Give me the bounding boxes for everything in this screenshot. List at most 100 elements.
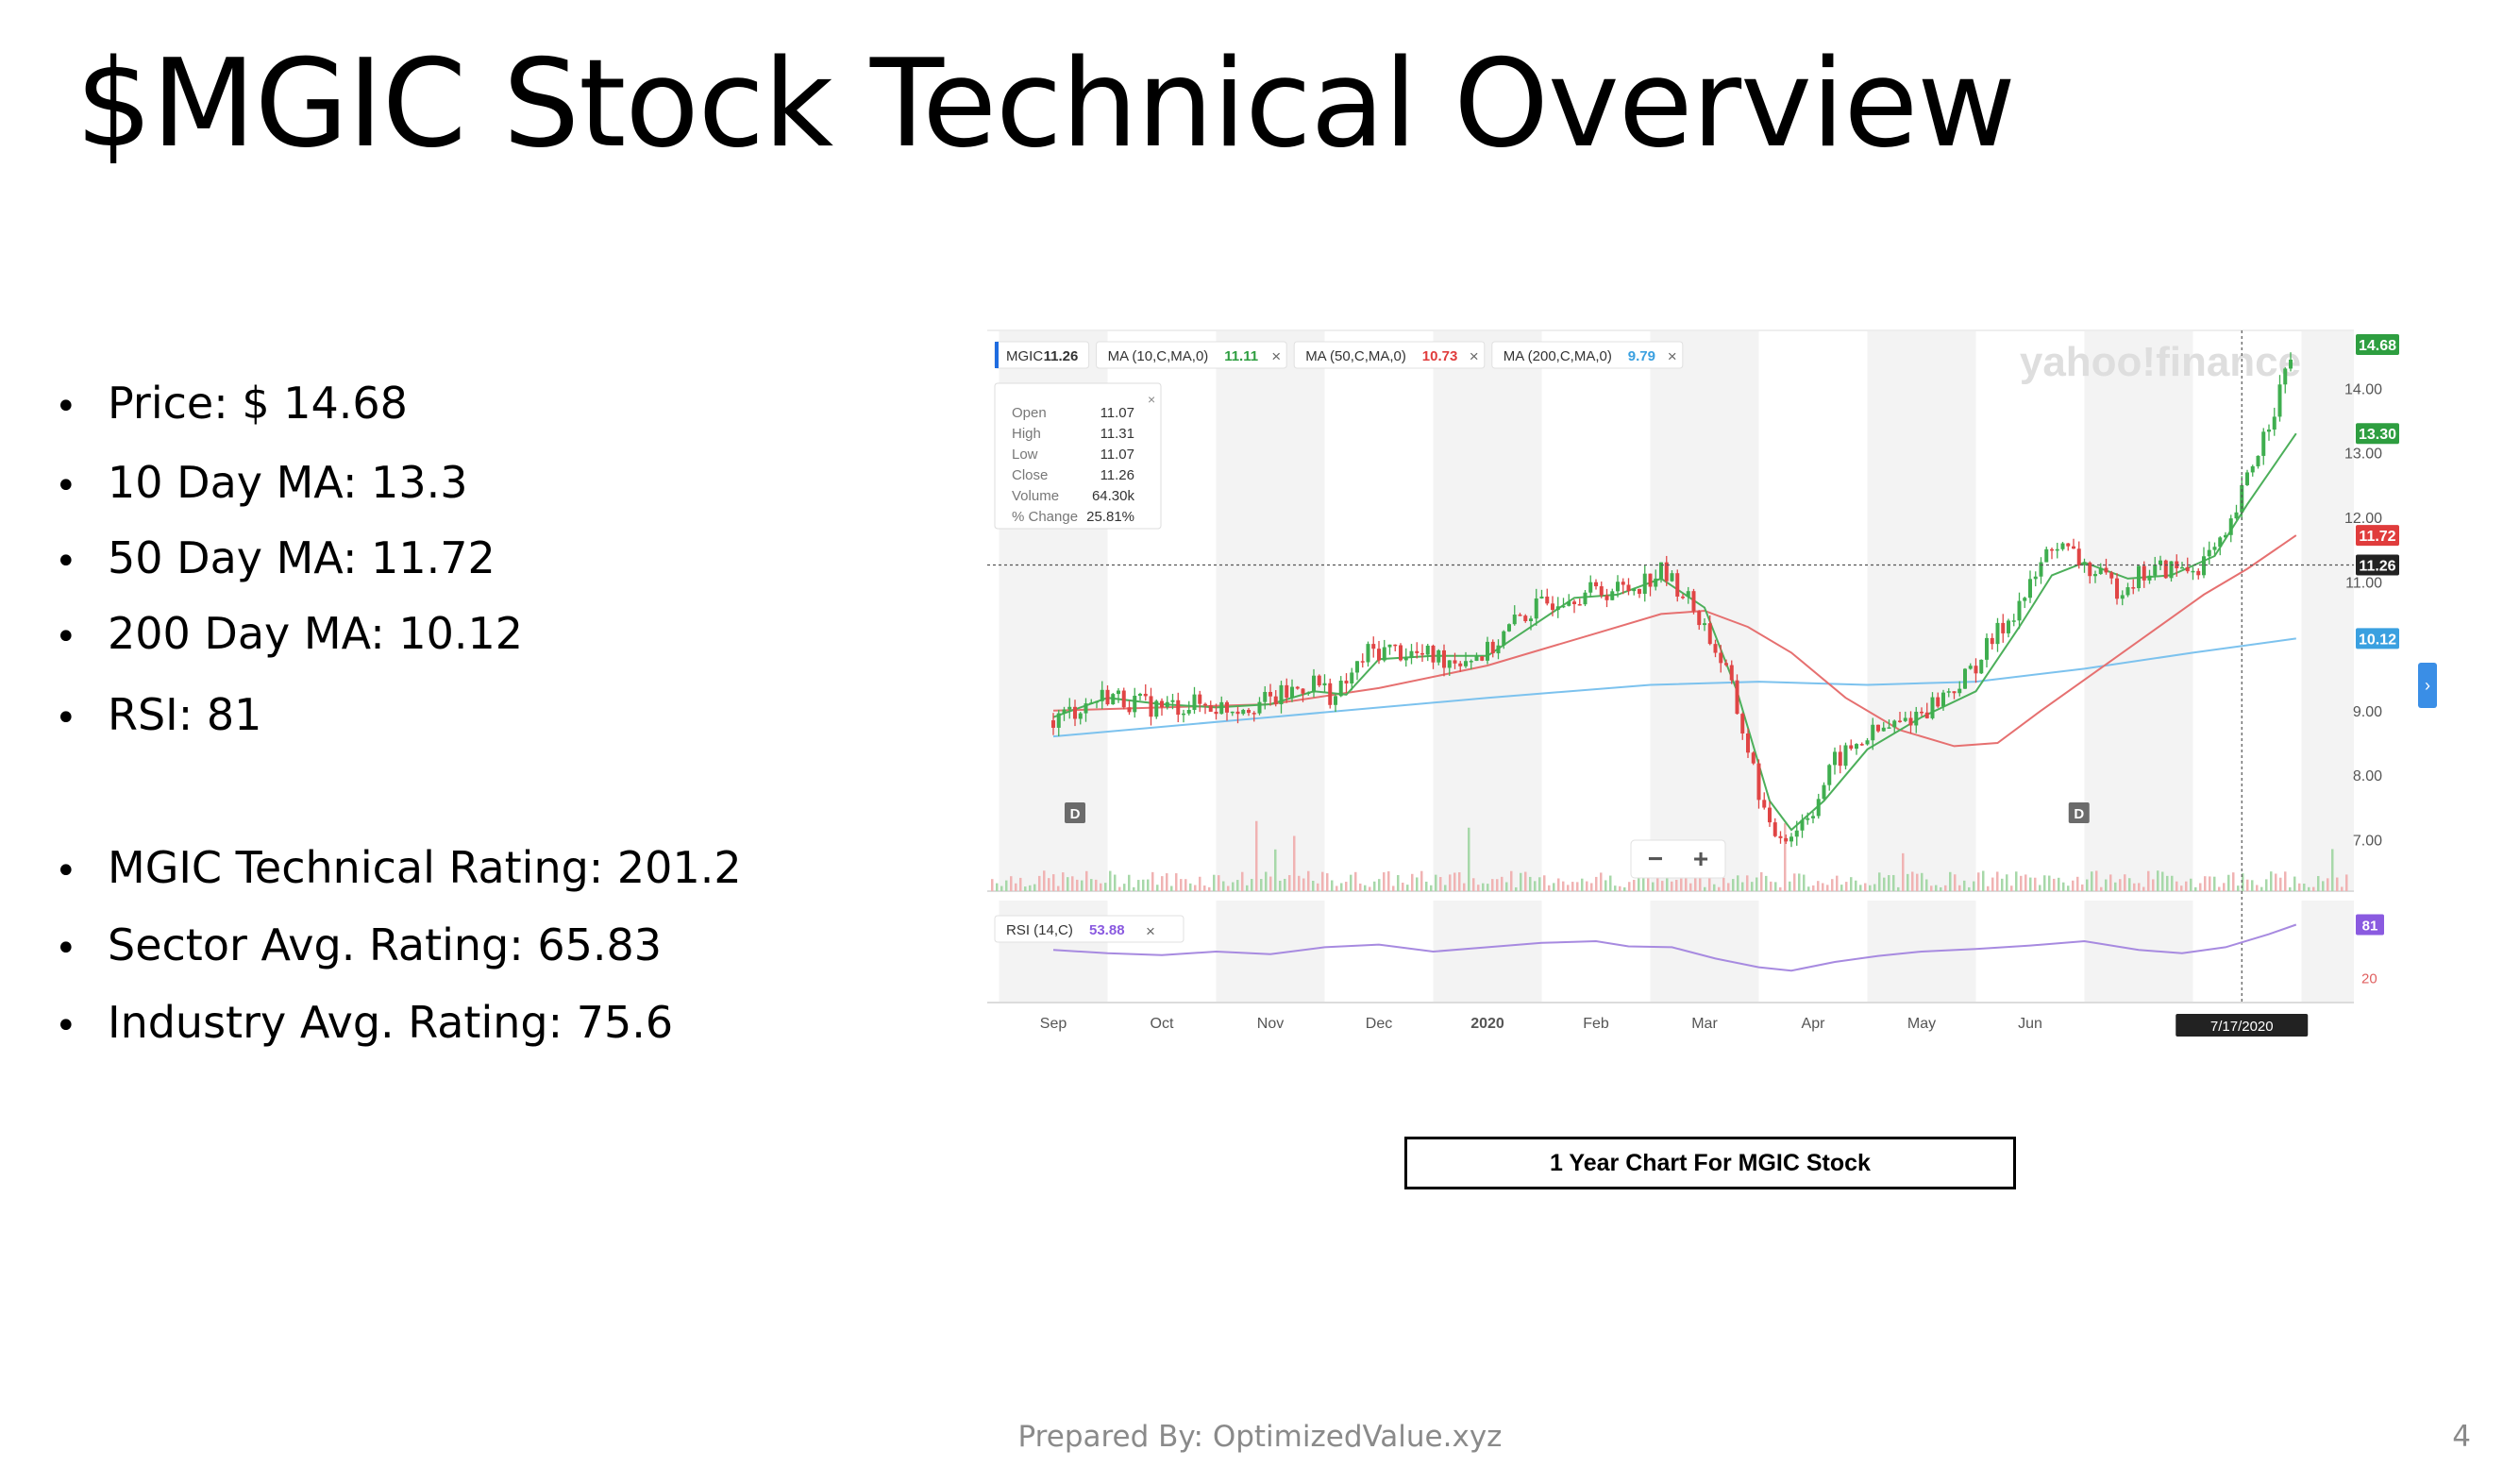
candle-body xyxy=(1751,752,1756,764)
volume-bar xyxy=(1010,876,1013,891)
volume-bar xyxy=(1142,879,1145,891)
volume-bar xyxy=(1656,875,1659,891)
volume-bar xyxy=(1784,822,1787,891)
volume-bar xyxy=(2213,876,2216,891)
candle-body xyxy=(1670,573,1674,582)
volume-bar xyxy=(1227,885,1230,891)
candle-body xyxy=(1594,582,1598,587)
candle-body xyxy=(1729,665,1734,681)
candle-body xyxy=(2196,570,2201,576)
volume-bar xyxy=(2260,886,2263,891)
volume-bar xyxy=(1732,879,1735,891)
candle-body xyxy=(1431,645,1436,663)
volume-bar xyxy=(1236,880,1239,891)
price-badge-label: 11.26 xyxy=(2359,559,2395,575)
candle-body xyxy=(2007,620,2010,633)
volume-bar xyxy=(1765,875,1768,891)
price-badge xyxy=(2356,334,2399,356)
candle-body xyxy=(1458,663,1463,666)
volume-bar xyxy=(2232,872,2235,891)
volume-bar xyxy=(1071,876,1074,891)
candle-body xyxy=(1914,711,1919,726)
volume-bar xyxy=(2006,874,2008,891)
volume-bar xyxy=(2251,880,2254,891)
volume-bar xyxy=(2180,885,2183,891)
volume-bar xyxy=(1317,883,1319,891)
volume-bar xyxy=(1996,871,1999,891)
candle-body xyxy=(1881,727,1886,732)
volume-bar xyxy=(1321,871,1324,891)
candle-body xyxy=(1903,717,1907,721)
volume-bar xyxy=(2029,877,2032,891)
volume-bar xyxy=(1888,875,1890,891)
slide-title: $MGIC Stock Technical Overview xyxy=(76,34,2016,175)
volume-bar xyxy=(1586,881,1588,891)
candle-body xyxy=(2125,587,2130,596)
volume-bar xyxy=(2275,873,2277,891)
candle-body xyxy=(1621,582,1625,585)
candle-body xyxy=(1230,711,1235,714)
volume-bar xyxy=(1614,885,1617,891)
candle-body xyxy=(1442,649,1446,668)
candle-body xyxy=(1247,709,1251,714)
legend-accent xyxy=(995,342,999,368)
volume-bar xyxy=(1383,872,1386,891)
volume-bar xyxy=(1756,877,1758,891)
page-number: 4 xyxy=(2452,1420,2471,1454)
candle-body xyxy=(2261,431,2266,456)
volume-bar xyxy=(1081,880,1084,891)
volume-bar xyxy=(1402,883,1404,891)
volume-bar xyxy=(1798,873,1801,891)
volume-bar xyxy=(1033,884,1036,891)
volume-bar xyxy=(1015,883,1017,891)
candle-body xyxy=(1654,578,1658,587)
candle-body xyxy=(1697,611,1702,626)
volume-bar xyxy=(1921,872,1924,891)
zoom-controls xyxy=(1630,839,1726,879)
volume-bar xyxy=(1392,885,1395,891)
candle-body xyxy=(1051,720,1055,728)
legend-close-icon: × xyxy=(1668,347,1677,365)
stock-chart[interactable]: yahoo!finance 14.00 13.00 12.00 11.00 9.00 8.0… xyxy=(985,323,2439,1040)
volume-bar xyxy=(2176,881,2178,891)
stock-chart-svg[interactable]: yahoo!finance 14.00 13.00 12.00 11.00 9.00 8.0… xyxy=(985,323,2439,1040)
volume-bar xyxy=(1557,878,1560,891)
volume-bar xyxy=(1944,885,1947,891)
volume-bar xyxy=(1600,872,1603,891)
volume-bar xyxy=(1869,885,1872,891)
volume-bar xyxy=(1548,885,1551,891)
volume-bar xyxy=(1019,877,1022,891)
tooltip-label: Low xyxy=(1012,447,1038,463)
volume-bar xyxy=(2345,874,2348,891)
volume-bar xyxy=(1156,885,1159,891)
candle-body xyxy=(1436,649,1441,663)
volume-bar xyxy=(2086,879,2089,891)
candle-body xyxy=(1985,637,1989,660)
volume-bar xyxy=(2185,881,2188,891)
volume-bar xyxy=(1520,872,1522,891)
candle-body xyxy=(2240,484,2244,513)
candle-body xyxy=(2250,465,2255,473)
volume-bar xyxy=(996,883,999,891)
volume-bar xyxy=(1067,877,1069,891)
candle-body xyxy=(1946,691,1951,693)
volume-bar xyxy=(1208,886,1211,891)
candle-body xyxy=(1241,709,1246,715)
candle-body xyxy=(2256,455,2260,466)
volume-bar xyxy=(1954,874,1957,891)
candle-body xyxy=(1317,675,1321,686)
candle-body xyxy=(1572,601,1576,604)
x-tick-label: Mar xyxy=(1691,1016,1718,1032)
month-band xyxy=(1216,330,1325,891)
volume-bar xyxy=(1619,885,1621,891)
candle-body xyxy=(1626,584,1631,592)
candle-body xyxy=(1360,661,1365,663)
volume-bar xyxy=(1977,872,1980,891)
volume-bar xyxy=(1406,885,1409,891)
candle-body xyxy=(1703,623,1706,626)
volume-bar xyxy=(1458,872,1461,891)
bullet-industry-rating: • Industry Avg. Rating: 75.6 xyxy=(55,997,674,1048)
candle-body xyxy=(1865,740,1870,745)
candle-body xyxy=(1659,562,1663,579)
candle-body xyxy=(1279,684,1284,705)
